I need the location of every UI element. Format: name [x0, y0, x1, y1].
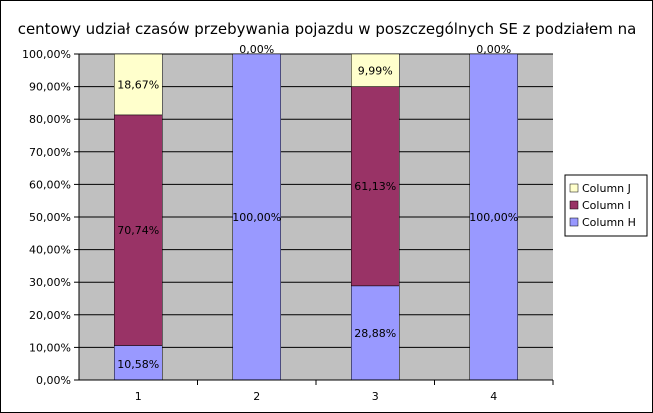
data-label: 18,67% [117, 78, 159, 91]
data-label: 0,00% [239, 43, 274, 56]
chart-title: centowy udział czasów przebywania pojazd… [18, 20, 637, 38]
bar-segment [351, 86, 400, 287]
bars [114, 53, 518, 381]
legend: Column J Column I Column H [564, 174, 648, 237]
bar-segment [114, 345, 163, 381]
y-tick-label: 20,00% [29, 309, 71, 322]
data-label: 9,99% [358, 64, 393, 77]
y-tick-label: 80,00% [29, 113, 71, 126]
data-label: 100,00% [232, 211, 281, 224]
bar-segment [351, 53, 400, 87]
y-tick-label: 30,00% [29, 276, 71, 289]
data-label: 28,88% [354, 327, 396, 340]
y-tick-label: 60,00% [29, 178, 71, 191]
y-tick-label: 0,00% [36, 374, 71, 387]
x-tick-label: 4 [490, 390, 497, 403]
x-tick-label: 3 [372, 390, 379, 403]
legend-swatch [569, 217, 579, 227]
bar-segment [114, 53, 163, 116]
y-tick-label: 50,00% [29, 211, 71, 224]
y-tick-label: 90,00% [29, 81, 71, 94]
data-label: 100,00% [469, 211, 518, 224]
bar-segment [114, 114, 163, 346]
bar-segment [351, 285, 400, 381]
y-tick-label: 10,00% [29, 341, 71, 354]
x-tick-label: 2 [253, 390, 260, 403]
legend-label: Column J [582, 182, 631, 195]
legend-label: Column I [582, 199, 631, 212]
axes: 0,00% 10,00% 20,00% 30,00% 40,00% 50,00% 60,00… [22, 48, 554, 403]
y-tick-label: 40,00% [29, 244, 71, 257]
data-label: 10,58% [117, 358, 159, 371]
bar-segment [469, 53, 518, 381]
data-label: 61,13% [354, 180, 396, 193]
legend-swatch [569, 183, 579, 193]
y-tick-label: 100,00% [22, 48, 71, 61]
data-label: 70,74% [117, 224, 159, 237]
bar-segment [232, 53, 281, 381]
data-label: 0,00% [476, 43, 511, 56]
x-tick-label: 1 [135, 390, 142, 403]
y-tick-label: 70,00% [29, 146, 71, 159]
legend-swatch [569, 200, 579, 210]
legend-label: Column H [582, 216, 636, 229]
legend-box [564, 174, 648, 237]
data-labels: 10,58% 70,74% 18,67% 100,00% 0,00% 28,88% 61,1… [117, 43, 518, 371]
